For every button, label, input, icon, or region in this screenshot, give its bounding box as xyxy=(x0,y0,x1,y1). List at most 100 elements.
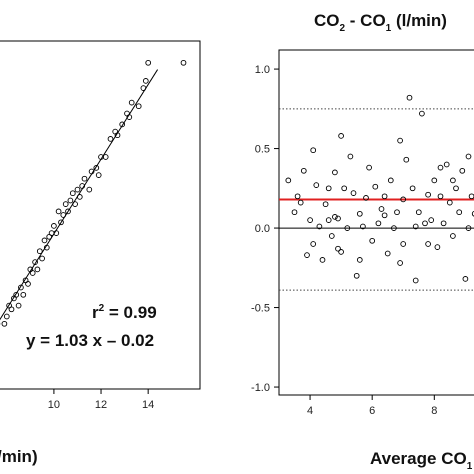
data-point xyxy=(412,277,419,284)
data-point xyxy=(86,186,93,193)
right-plot-frame xyxy=(278,49,474,396)
data-point xyxy=(462,276,469,282)
data-point xyxy=(13,291,20,298)
data-point xyxy=(328,233,335,239)
data-point xyxy=(29,270,36,276)
data-point xyxy=(338,133,344,139)
right-x-axis-label: Average CO1 xyxy=(370,449,473,472)
data-point xyxy=(465,153,472,160)
data-point xyxy=(471,211,474,217)
data-point xyxy=(107,136,114,142)
chart-title: CO2 - CO1 (l/min) xyxy=(314,11,447,34)
data-point xyxy=(453,185,459,192)
data-point xyxy=(412,223,419,230)
data-point xyxy=(344,225,351,231)
data-point xyxy=(378,206,385,212)
data-point xyxy=(356,210,363,217)
data-point xyxy=(325,217,332,223)
data-point xyxy=(102,154,109,160)
data-point xyxy=(119,121,126,128)
data-point xyxy=(18,284,24,291)
data-point xyxy=(322,201,329,208)
left-point-group xyxy=(0,59,187,327)
data-point xyxy=(304,252,310,258)
x-tick-label: 10 xyxy=(48,399,60,411)
data-point xyxy=(403,156,410,163)
data-point xyxy=(1,320,8,327)
data-point xyxy=(456,209,463,216)
data-point xyxy=(437,164,444,171)
y-tick-label: -0.5 xyxy=(251,303,270,315)
r-squared-superscript: 2 xyxy=(99,303,105,314)
data-point xyxy=(468,193,474,200)
data-point xyxy=(450,177,456,184)
data-point xyxy=(338,249,344,255)
data-point xyxy=(180,59,187,66)
data-point xyxy=(459,167,466,174)
data-point xyxy=(145,59,152,66)
right-point-group xyxy=(285,94,474,284)
data-point xyxy=(65,208,71,215)
data-point xyxy=(431,177,438,184)
data-point xyxy=(360,223,366,230)
data-point xyxy=(381,193,388,200)
data-point xyxy=(356,257,363,263)
data-point xyxy=(391,225,397,231)
data-point xyxy=(335,215,341,222)
data-point xyxy=(443,161,450,168)
data-point xyxy=(95,172,102,178)
data-point xyxy=(51,223,57,229)
data-point xyxy=(135,103,142,110)
data-point xyxy=(332,214,338,220)
data-point xyxy=(310,147,317,154)
data-point xyxy=(363,195,369,201)
data-point xyxy=(335,245,341,252)
data-point xyxy=(74,186,81,193)
data-point xyxy=(55,208,62,215)
data-point xyxy=(428,217,435,223)
data-point xyxy=(8,306,15,313)
data-point xyxy=(384,250,391,257)
data-point xyxy=(20,291,27,298)
r-squared-annotation: r2 = 0.99 xyxy=(92,303,157,322)
data-point xyxy=(425,241,431,247)
x-tick-label: 4 xyxy=(307,405,313,417)
data-point xyxy=(446,199,453,206)
data-point xyxy=(39,255,45,262)
data-point xyxy=(69,190,76,197)
data-point xyxy=(465,225,472,231)
data-point xyxy=(58,219,64,226)
left-plot-frame xyxy=(0,40,201,390)
data-point xyxy=(291,209,298,216)
data-point xyxy=(375,220,382,227)
data-point xyxy=(67,197,74,204)
right-y-axis: 1.0 0.5 0.0 -0.5 -1.0 xyxy=(251,64,279,394)
x-tick-label: 14 xyxy=(142,399,154,411)
regression-equation: y = 1.03 x – 0.02 xyxy=(26,331,154,350)
data-point xyxy=(381,212,388,219)
data-point xyxy=(353,272,360,279)
data-point xyxy=(409,185,416,192)
data-point xyxy=(415,209,422,216)
data-point xyxy=(419,110,425,117)
data-point xyxy=(400,196,407,203)
data-point xyxy=(341,185,348,192)
data-point xyxy=(332,169,338,176)
left-x-axis: 10 12 14 xyxy=(48,389,154,411)
data-point xyxy=(316,223,323,230)
data-point xyxy=(285,177,292,184)
y-tick-label: 1.0 xyxy=(255,64,270,76)
data-point xyxy=(319,257,326,263)
data-point xyxy=(422,220,428,227)
data-point xyxy=(34,266,41,273)
data-point xyxy=(300,167,307,174)
data-point xyxy=(434,244,441,250)
data-point xyxy=(394,209,400,216)
data-point xyxy=(294,193,301,200)
x-tick-label: 6 xyxy=(369,405,375,417)
data-point xyxy=(25,281,31,287)
right-x-axis: 4 6 8 xyxy=(307,395,437,417)
data-point xyxy=(372,183,379,190)
